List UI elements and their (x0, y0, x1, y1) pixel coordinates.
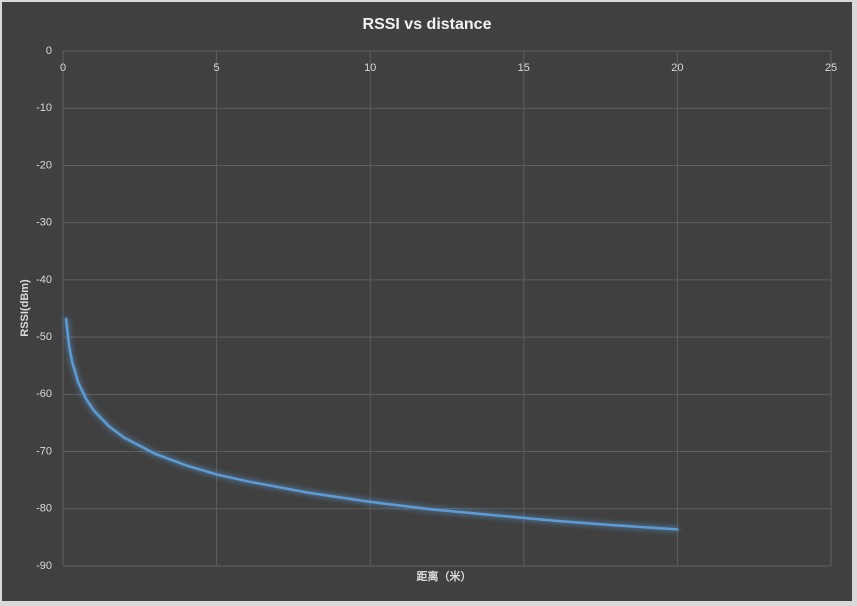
y-tick-label: -90 (36, 560, 52, 572)
x-tick-label: 25 (825, 62, 837, 74)
y-tick-label: 0 (46, 45, 52, 57)
x-tick-label: 20 (671, 62, 683, 74)
y-tick-label: -20 (36, 159, 52, 171)
data-line (64, 317, 679, 531)
y-tick-label: -80 (36, 503, 52, 515)
y-tick-label: -60 (36, 388, 52, 400)
y-tick-label: -50 (36, 331, 52, 343)
y-tick-label: -30 (36, 217, 52, 229)
y-tick-label: -10 (36, 102, 52, 114)
x-axis-title: 距离（米） (417, 569, 472, 583)
y-tick-label: -70 (36, 445, 52, 457)
chart-title: RSSI vs distance (363, 16, 492, 33)
y-axis-title: RSSI(dBm) (19, 279, 31, 337)
y-tick-label: -40 (36, 274, 52, 286)
x-tick-label: 5 (214, 62, 220, 74)
x-tick-label: 15 (518, 62, 530, 74)
x-tick-label: 0 (60, 62, 66, 74)
x-tick-label: 10 (364, 62, 376, 74)
